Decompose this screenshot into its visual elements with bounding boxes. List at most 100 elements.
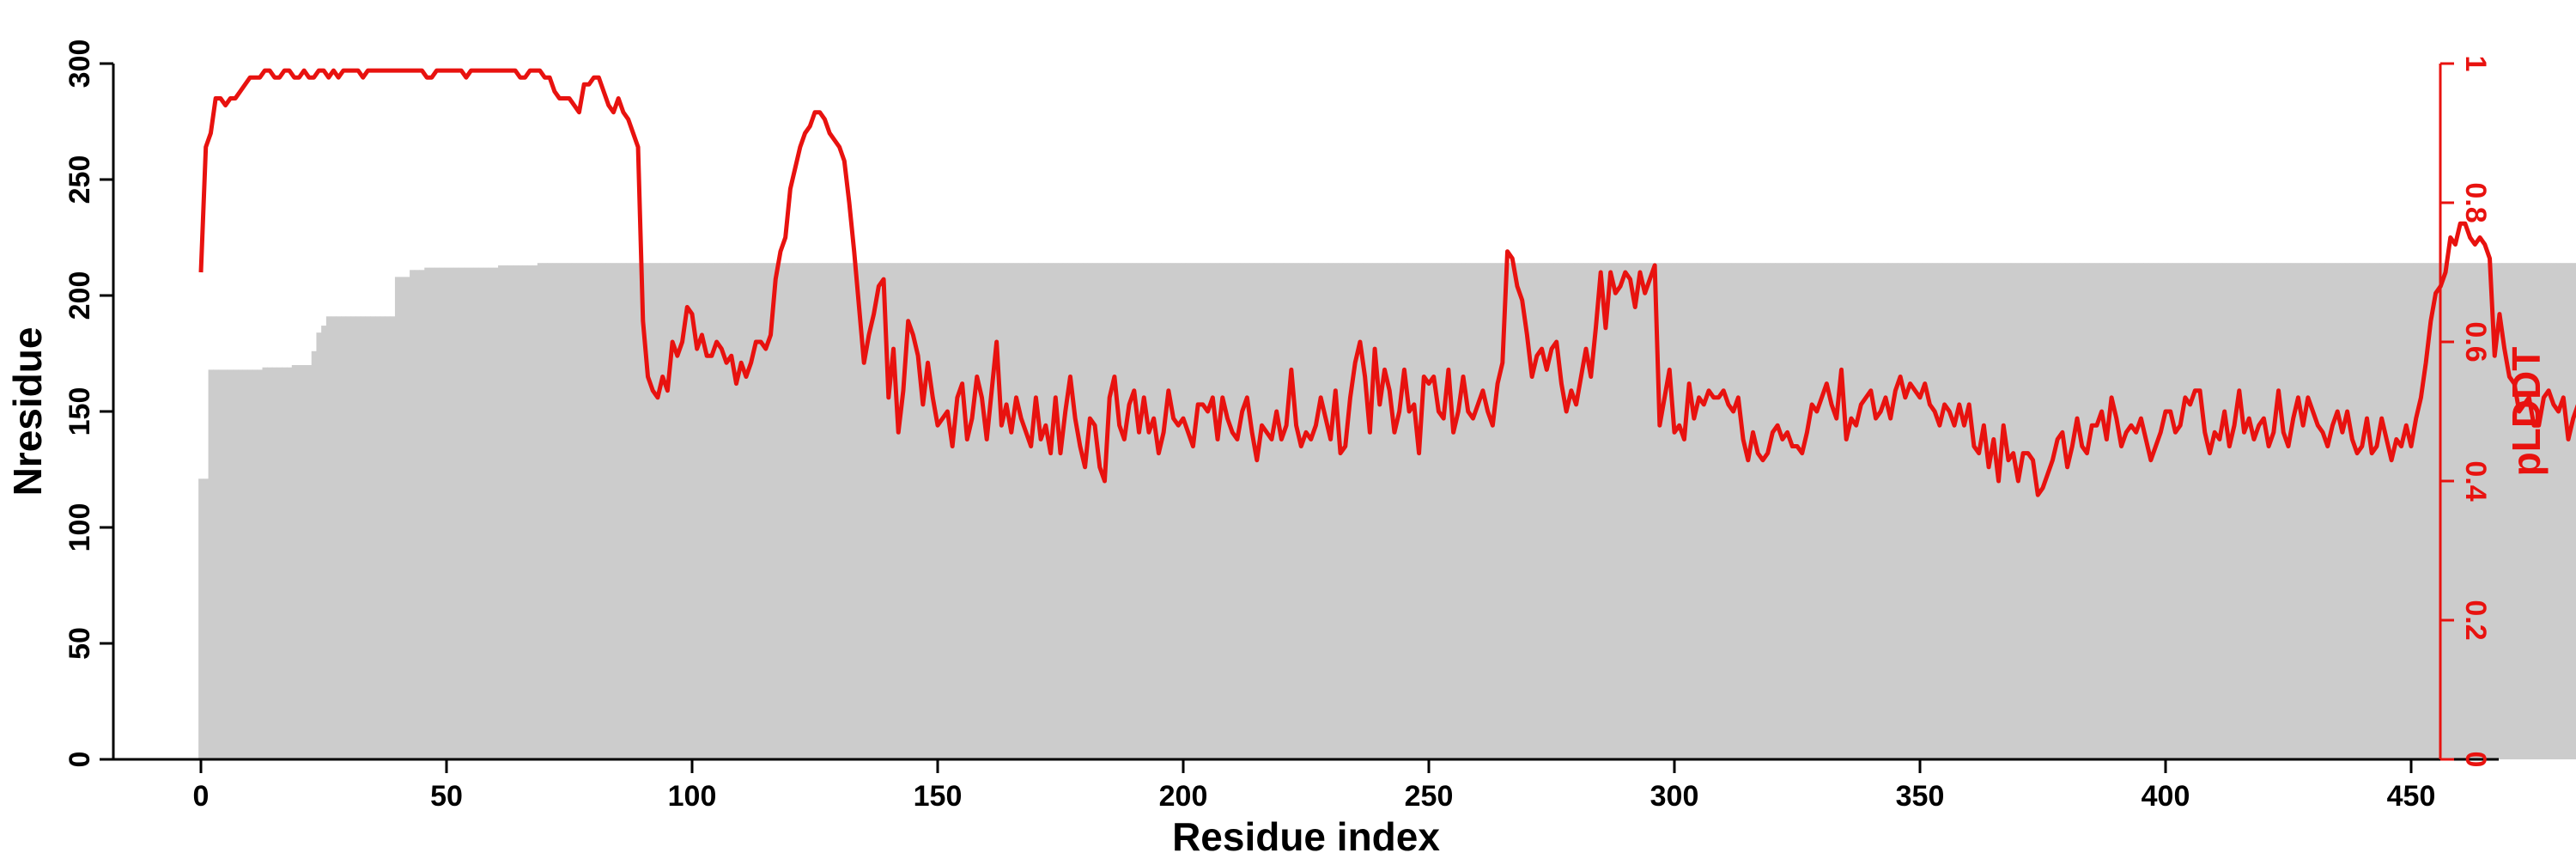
bar	[2129, 263, 2135, 759]
bar	[1676, 263, 1682, 759]
bar	[517, 265, 524, 759]
bar	[350, 316, 356, 759]
bar	[1510, 263, 1516, 759]
bar	[370, 316, 376, 759]
bar	[1971, 263, 1978, 759]
bar	[1273, 263, 1279, 759]
bar	[1524, 263, 1530, 759]
bar	[1898, 263, 1904, 759]
bar	[2472, 263, 2478, 759]
bar	[2050, 263, 2056, 759]
bar	[1259, 263, 1265, 759]
x-tick-label: 350	[1896, 780, 1945, 813]
bar	[2320, 263, 2326, 759]
bar	[2551, 263, 2557, 759]
bar	[1382, 263, 1388, 759]
bar	[483, 267, 489, 760]
bar	[2561, 263, 2567, 759]
bar	[2212, 263, 2218, 759]
bar	[1131, 263, 1138, 759]
bar	[203, 478, 209, 759]
right-y-tick-label: 0.4	[2459, 460, 2492, 501]
bar	[1072, 263, 1078, 759]
x-tick-label: 0	[193, 780, 210, 813]
bar	[2423, 263, 2429, 759]
bar	[1327, 263, 1334, 759]
bar	[1376, 263, 1383, 759]
bar	[841, 263, 848, 759]
bar	[704, 263, 710, 759]
bar	[1362, 263, 1368, 759]
bar	[478, 267, 484, 760]
bar	[2123, 263, 2129, 759]
bar	[2324, 263, 2331, 759]
bar	[1789, 263, 1795, 759]
bar	[2349, 263, 2355, 759]
bar	[1121, 263, 1127, 759]
bar	[989, 263, 995, 759]
bar	[2261, 263, 2267, 759]
bar	[1436, 263, 1442, 759]
bar	[2256, 263, 2262, 759]
bar	[797, 263, 804, 759]
bar	[2035, 263, 2041, 759]
bar	[782, 263, 788, 759]
x-tick-label: 450	[2387, 780, 2436, 813]
bar	[1372, 263, 1378, 759]
bar	[2192, 263, 2198, 759]
bar	[2113, 263, 2120, 759]
bar	[2497, 263, 2503, 759]
bar	[2335, 263, 2341, 759]
bar	[2531, 263, 2537, 759]
bar	[2167, 263, 2173, 759]
bar	[1279, 263, 1285, 759]
bar	[1627, 263, 1633, 759]
bar	[2306, 263, 2312, 759]
bar	[1824, 263, 1830, 759]
bar	[2501, 263, 2507, 759]
bar	[744, 263, 750, 759]
bar	[2570, 263, 2576, 759]
bar	[1475, 263, 1481, 759]
bar	[901, 263, 907, 759]
bar	[807, 263, 813, 759]
bar	[758, 263, 764, 759]
bar	[473, 267, 479, 760]
x-tick-label: 250	[1405, 780, 1454, 813]
bar	[2197, 263, 2203, 759]
bar	[1264, 263, 1270, 759]
bar	[1760, 263, 1766, 759]
bar	[1092, 263, 1098, 759]
bar	[2443, 263, 2449, 759]
bar	[1367, 263, 1373, 759]
bar	[527, 265, 533, 759]
right-y-axis-title: pLDDT	[2504, 347, 2549, 477]
bar	[851, 263, 858, 759]
bar	[2266, 263, 2272, 759]
bar	[1883, 263, 1889, 759]
bar	[2369, 263, 2375, 759]
bar	[2118, 263, 2124, 759]
bar	[1490, 263, 1496, 759]
bar	[2010, 263, 2016, 759]
bar	[847, 263, 853, 759]
bar	[1961, 263, 1967, 759]
bar	[1358, 263, 1364, 759]
bar	[1293, 263, 1299, 759]
bar	[1558, 263, 1564, 759]
bar	[812, 263, 818, 759]
bar	[1230, 263, 1236, 759]
bar	[1799, 263, 1805, 759]
bar	[1181, 263, 1187, 759]
bar	[1701, 263, 1707, 759]
left-y-tick-label: 0	[64, 752, 96, 768]
bar	[1784, 263, 1790, 759]
bar	[1529, 263, 1535, 759]
bar	[1922, 263, 1928, 759]
bar	[444, 267, 450, 760]
x-tick-label: 400	[2142, 780, 2190, 813]
bar	[645, 263, 651, 759]
bar	[611, 263, 617, 759]
left-y-axis-ticks: 0 50 100 150 200 250 300	[64, 40, 113, 768]
bar	[1190, 263, 1196, 759]
